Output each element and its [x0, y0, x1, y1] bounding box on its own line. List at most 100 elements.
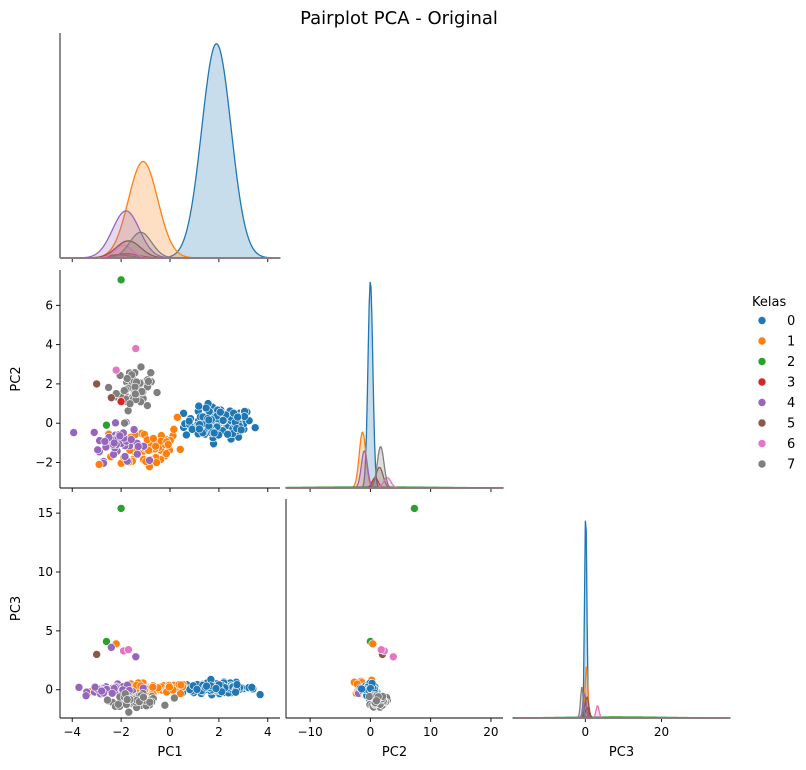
legend-label-0: 0: [787, 314, 795, 329]
x-tick-label: −4: [63, 725, 81, 739]
scatter-point-4: [120, 452, 130, 461]
scatter-point-0: [179, 409, 188, 418]
scatter-point-0: [192, 685, 202, 694]
y-tick-label: 2: [45, 377, 53, 391]
kde-series-5: [513, 696, 730, 719]
scatter-point-1: [163, 440, 173, 449]
kde-series-6: [513, 705, 730, 719]
scatter-point-3: [116, 397, 126, 406]
scatter-point-4: [129, 425, 139, 434]
legend: Kelas 0 1 2 3 4 5 6 7: [752, 295, 795, 473]
kde-series-0: [513, 520, 730, 719]
scatter-point-0: [195, 424, 204, 434]
scatter-point-0: [233, 412, 242, 422]
scatter-point-7: [372, 696, 381, 706]
kde-series-7: [60, 231, 280, 259]
scatter-point-6: [388, 652, 398, 662]
scatter-point-1: [368, 639, 378, 649]
scatter-point-7: [143, 401, 152, 410]
scatter-point-1: [176, 689, 185, 698]
scatter-point-4: [90, 682, 100, 692]
scatter-point-1: [165, 682, 174, 692]
scatter-point-7: [120, 418, 129, 428]
legend-marker-3: [757, 377, 767, 387]
y-tick-label: 0: [45, 416, 53, 430]
legend-marker-0: [757, 316, 767, 325]
legend-label-1: 1: [787, 335, 795, 350]
scatter-point-1: [94, 460, 104, 469]
scatter-point-6: [376, 645, 386, 655]
scatter-point-0: [184, 416, 194, 426]
scatter-point-4: [89, 428, 99, 437]
x-axis-label: PC2: [382, 745, 407, 760]
scatter-point-0: [202, 681, 211, 691]
scatter-point-0: [357, 684, 366, 694]
x-tick-label: −2: [112, 725, 130, 739]
legend-label-3: 3: [787, 376, 795, 391]
x-tick-label: 20: [483, 725, 498, 739]
scatter-point-4: [111, 418, 120, 428]
scatter-point-7: [104, 383, 113, 392]
scatter-point-7: [124, 707, 134, 717]
x-tick-label: 20: [654, 725, 669, 739]
scatter-point-7: [144, 377, 153, 386]
scatter-point-7: [365, 692, 374, 701]
scatter-point-2: [102, 637, 111, 646]
scatter-point-7: [122, 695, 132, 704]
legend-title: Kelas: [752, 295, 786, 310]
legend-marker-5: [757, 418, 767, 428]
scatter-point-4: [81, 691, 91, 701]
legend-marker-6: [757, 439, 767, 448]
kde-series-5: [286, 466, 503, 489]
kde-series-4: [286, 449, 503, 489]
panel-PC1-PC2: −2 0 2 4 6 PC2: [9, 270, 280, 492]
scatter-point-0: [218, 416, 228, 425]
scatter-point-4: [107, 688, 117, 698]
scatter-point-0: [255, 690, 265, 699]
kde-series-7: [513, 686, 730, 719]
scatter-point-1: [151, 442, 160, 451]
legend-label-2: 2: [787, 355, 795, 370]
scatter-point-4: [133, 442, 143, 451]
scatter-point-5: [92, 650, 101, 659]
scatter-point-7: [160, 700, 170, 710]
scatter-point-0: [250, 423, 260, 432]
scatter-point-7: [122, 374, 132, 383]
scatter-point-5: [92, 379, 101, 389]
y-tick-label: 4: [45, 338, 53, 352]
kde-series-7: [286, 445, 503, 489]
scatter-point-4: [97, 686, 107, 696]
kde-series-0: [286, 281, 503, 489]
scatter-point-7: [136, 362, 146, 372]
scatter-point-4: [69, 428, 78, 437]
scatter-point-0: [231, 687, 240, 697]
scatter-point-7: [139, 692, 148, 702]
scatter-point-0: [223, 429, 232, 439]
legend-items: 0 1 2 3 4 5 6 7: [757, 314, 795, 473]
legend-marker-2: [757, 357, 767, 366]
scatter-point-7: [103, 695, 112, 705]
scatter-point-4: [115, 431, 125, 441]
scatter-point-1: [149, 434, 158, 443]
scatter-point-0: [211, 684, 221, 693]
legend-label-4: 4: [787, 396, 795, 411]
kde-series-1: [286, 431, 503, 489]
scatter-point-7: [152, 388, 162, 397]
scatter-point-6: [111, 365, 121, 375]
scatter-point-1: [162, 449, 171, 458]
panel-PC2-PC3: −10 0 10 20 PC2: [285, 499, 503, 760]
kde-series-0: [60, 43, 281, 259]
scatter-point-4: [133, 449, 142, 459]
scatter-point-0: [194, 401, 204, 411]
legend-label-7: 7: [787, 458, 795, 473]
x-tick-label: 0: [367, 725, 375, 739]
legend-marker-1: [757, 336, 767, 346]
scatter-point-1: [173, 412, 182, 422]
legend-label-5: 5: [787, 417, 795, 432]
kde-series-6: [286, 476, 503, 489]
scatter-point-1: [148, 682, 158, 692]
scatter-point-6: [131, 344, 141, 353]
x-tick-label: 0: [582, 725, 590, 739]
scatter-point-7: [114, 699, 123, 709]
